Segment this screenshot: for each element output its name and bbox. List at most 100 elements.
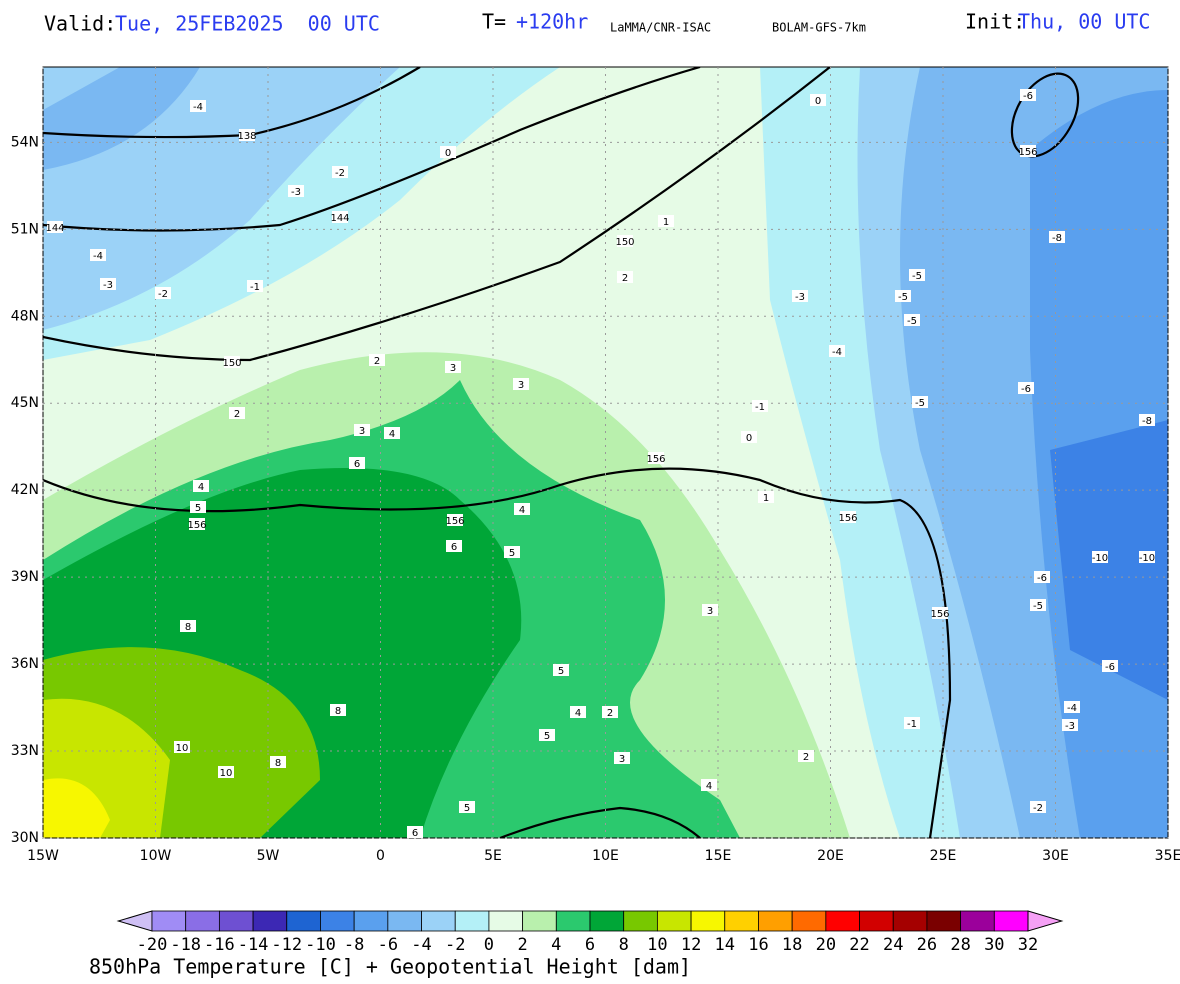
label-box [1064, 701, 1080, 713]
colorbar-tick-label: 6 [585, 935, 595, 955]
contour-value: 156 [930, 609, 949, 620]
contour-value: 8 [275, 758, 281, 769]
colorbar-box [926, 910, 962, 932]
contour-value: 1 [663, 217, 669, 228]
colorbar-tick-label: -10 [305, 935, 336, 955]
contour-value: 156 [838, 513, 857, 524]
label-box [514, 503, 530, 515]
x-tick-label: 5E [484, 848, 502, 864]
contour-label: 1 [758, 491, 774, 504]
contour-label: 8 [180, 620, 196, 633]
contour-label: 3 [614, 752, 630, 765]
contour-value: -5 [915, 398, 925, 409]
contour-value: -1 [755, 402, 765, 413]
colorbar-box [522, 910, 557, 932]
colorbar-box [555, 910, 591, 932]
contour-label: 5 [190, 501, 206, 514]
contour-value: 0 [746, 433, 752, 444]
label-box [180, 620, 196, 632]
contour-value: -6 [1023, 91, 1033, 102]
colorbar-tick-label: -14 [238, 935, 269, 955]
label-box [658, 215, 674, 227]
label-box [229, 407, 245, 419]
contour-label: 156 [646, 452, 666, 465]
contour-label: 156 [838, 511, 858, 524]
contour-value: -2 [335, 168, 345, 179]
contour-label: -5 [904, 314, 920, 327]
label-box [810, 94, 826, 106]
contour-label: 6 [407, 826, 423, 839]
contour-value: -3 [795, 292, 805, 303]
label-box [617, 235, 633, 247]
label-box [1018, 382, 1034, 394]
colorbar-tick-label: 10 [647, 935, 667, 955]
colorbar-tick-label: 12 [681, 935, 701, 955]
valid-label: Valid: [44, 12, 116, 36]
label-box [332, 211, 348, 223]
contour-label: -3 [100, 278, 116, 291]
contour-label: 4 [384, 427, 400, 440]
contour-label: -8 [1139, 414, 1155, 427]
x-tick-label: 10E [592, 848, 619, 864]
colorbar-low [116, 910, 153, 932]
x-tick-label: 5W [257, 848, 280, 864]
institute: LaMMA/CNR-ISAC [610, 21, 711, 35]
label-box [1030, 599, 1046, 611]
label-box [193, 480, 209, 492]
contour-label: -1 [752, 400, 768, 413]
x-tick-label: 35E [1155, 848, 1180, 864]
label-box [513, 378, 529, 390]
label-box [912, 396, 928, 408]
contour-value: 156 [1018, 147, 1037, 158]
contour-value: 144 [45, 223, 64, 234]
contour-label: -2 [332, 166, 348, 179]
contour-value: 0 [445, 148, 451, 159]
contour-value: -10 [1092, 553, 1108, 564]
y-tick-label: 54N [11, 134, 39, 150]
colorbar-tick-label: -20 [137, 935, 168, 955]
step: +120hr [516, 10, 588, 34]
map-fields [43, 67, 1168, 838]
contour-label: -10 [1139, 551, 1155, 564]
label-box [570, 706, 586, 718]
label-box [47, 221, 63, 233]
contour-value: -6 [1105, 662, 1115, 673]
step-label: T= [482, 10, 506, 34]
colorbar-tick-label: -16 [204, 935, 235, 955]
contour-label: 144 [330, 211, 350, 224]
colorbar-box [421, 910, 456, 932]
model: BOLAM-GFS-7km [772, 21, 866, 35]
label-box [354, 424, 370, 436]
contour-label: 3 [702, 604, 718, 617]
label-box [447, 514, 463, 526]
contour-value: 3 [450, 363, 456, 374]
label-box [349, 457, 365, 469]
x-tick-label: 10W [140, 848, 172, 864]
label-box [155, 287, 171, 299]
y-tick-label: 45N [11, 395, 39, 411]
contour-label: -6 [1034, 571, 1050, 584]
contour-value: 150 [615, 237, 634, 248]
label-box [702, 604, 718, 616]
x-tick-label: 15W [27, 848, 59, 864]
colorbar-box [656, 910, 692, 932]
contour-value: 4 [706, 781, 712, 792]
contour-label: -1 [247, 280, 263, 293]
x-tick-label: 15E [705, 848, 732, 864]
contour-label: 2 [617, 271, 633, 284]
label-box [904, 717, 920, 729]
contour-value: -2 [158, 289, 168, 300]
label-box [1139, 551, 1155, 563]
contour-label: 2 [229, 407, 245, 420]
colorbar-box [286, 910, 321, 932]
contour-label: -10 [1092, 551, 1108, 564]
label-box [1139, 414, 1155, 426]
label-box [369, 354, 385, 366]
colorbar-tick-label: 14 [715, 935, 735, 955]
contour-label: 2 [602, 706, 618, 719]
contour-label: 5 [504, 546, 520, 559]
y-tick-label: 39N [11, 569, 39, 585]
contour-label: -2 [155, 287, 171, 300]
colorbar-tick-label: 4 [551, 935, 561, 955]
